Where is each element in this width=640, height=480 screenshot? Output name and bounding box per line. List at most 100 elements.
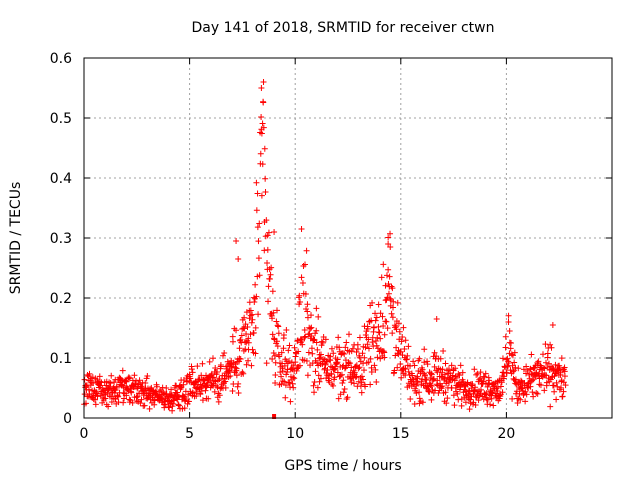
data-point: [262, 188, 269, 195]
data-point: [443, 400, 450, 407]
data-point: [416, 395, 423, 402]
data-point: [543, 359, 550, 366]
data-point: [290, 374, 297, 381]
data-point: [502, 333, 509, 340]
data-point: [377, 335, 384, 342]
data-point: [380, 261, 387, 268]
data-point: [268, 264, 275, 271]
data-point: [115, 393, 122, 400]
data-point: [108, 372, 115, 379]
data-point: [234, 383, 241, 390]
data-point: [388, 310, 395, 317]
data-point: [301, 357, 308, 364]
data-point: [270, 349, 277, 356]
data-point: [291, 344, 298, 351]
data-point: [301, 327, 308, 334]
data-point: [295, 348, 302, 355]
data-point: [245, 357, 252, 364]
data-point: [335, 334, 342, 341]
data-point: [423, 377, 430, 384]
data-point: [260, 124, 267, 131]
data-point: [414, 379, 421, 386]
data-point: [553, 396, 560, 403]
data-point: [236, 345, 243, 352]
data-point: [341, 386, 348, 393]
data-point: [297, 299, 304, 306]
data-point: [205, 395, 212, 402]
data-point: [290, 362, 297, 369]
data-point: [382, 282, 389, 289]
data-point: [534, 390, 541, 397]
data-point: [142, 379, 149, 386]
data-point: [194, 363, 201, 370]
data-point: [229, 363, 236, 370]
data-point: [247, 312, 254, 319]
data-point: [518, 378, 525, 385]
data-point: [278, 349, 285, 356]
data-point: [108, 398, 115, 405]
data-point: [481, 373, 488, 380]
data-point: [374, 354, 381, 361]
data-point: [356, 364, 363, 371]
data-point: [165, 403, 172, 410]
data-point: [375, 301, 382, 308]
data-point: [452, 365, 459, 372]
data-point: [376, 329, 383, 336]
data-point: [213, 382, 220, 389]
data-point: [477, 369, 484, 376]
data-point: [472, 384, 479, 391]
y-tick-label: 0: [63, 411, 72, 427]
data-point: [530, 393, 537, 400]
data-point: [303, 305, 310, 312]
data-point: [340, 377, 347, 384]
data-point: [501, 373, 508, 380]
data-point: [337, 391, 344, 398]
data-point: [313, 339, 320, 346]
data-point: [367, 355, 374, 362]
data-point: [281, 378, 288, 385]
data-point: [379, 313, 386, 320]
data-point: [362, 344, 369, 351]
x-axis-label: GPS time / hours: [284, 458, 401, 474]
data-point: [214, 368, 221, 375]
data-point: [511, 349, 518, 356]
data-point: [477, 386, 484, 393]
data-point: [405, 343, 412, 350]
data-point: [345, 331, 352, 338]
data-point: [253, 179, 260, 186]
data-point: [311, 389, 318, 396]
data-point: [362, 332, 369, 339]
data-point: [486, 380, 493, 387]
data-point: [280, 331, 287, 338]
data-point: [308, 332, 315, 339]
data-point: [498, 379, 505, 386]
data-point: [253, 207, 260, 214]
data-point: [81, 376, 88, 383]
data-point: [387, 244, 394, 250]
data-point: [285, 358, 292, 365]
data-point: [413, 382, 420, 389]
x-tick-label: 20: [497, 426, 515, 442]
data-point: [237, 336, 244, 343]
data-point: [428, 371, 435, 378]
data-point: [349, 345, 356, 352]
data-point: [456, 372, 463, 379]
data-point: [233, 365, 240, 372]
axis-ticks: 0 0.1 0.2 0.3 0.4 0.5 0.6 0 5 10 15 20: [50, 51, 612, 442]
data-point: [389, 330, 396, 337]
data-point: [89, 374, 96, 381]
data-point: [522, 388, 529, 395]
data-point: [430, 375, 437, 382]
data-point: [264, 246, 271, 253]
data-point: [243, 361, 250, 368]
data-point: [358, 379, 365, 386]
data-point: [286, 342, 293, 349]
data-point: [289, 380, 296, 387]
data-point: [257, 150, 264, 157]
data-point: [402, 365, 409, 372]
data-point: [175, 401, 182, 408]
data-point: [547, 341, 554, 348]
data-point: [229, 338, 236, 345]
data-point: [304, 372, 311, 379]
data-point: [217, 361, 224, 368]
